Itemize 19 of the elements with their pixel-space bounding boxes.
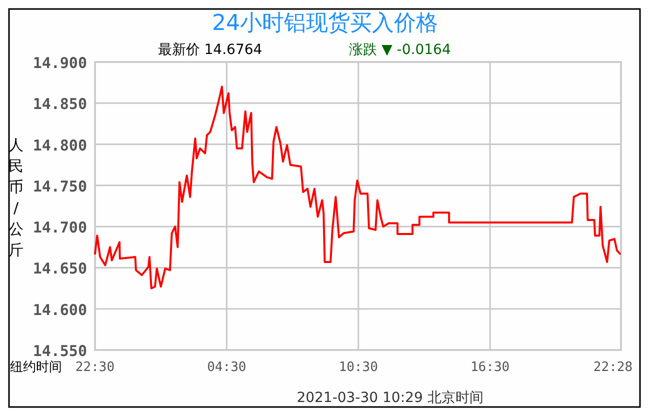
y-tick-label: 14.550 xyxy=(32,342,87,360)
y-tick-label: 14.650 xyxy=(32,260,87,278)
x-tick-label: 04:30 xyxy=(207,360,246,375)
y-tick-label: 14.600 xyxy=(32,300,87,319)
y-tick-label: 14.700 xyxy=(32,218,87,237)
x-tick-label: 10:30 xyxy=(338,360,378,375)
y-tick-label: 14.800 xyxy=(32,136,87,154)
text: 2021-03-30 10:29 北京时间 xyxy=(296,390,484,406)
text: 最新价 14.6764 xyxy=(158,42,262,58)
x-tick-label: 22:30 xyxy=(75,360,115,375)
x-axis-title: 纽约时间 xyxy=(10,360,62,375)
x-tick-label: 22:28 xyxy=(593,360,633,375)
y-tick-label: 14.750 xyxy=(32,177,87,196)
y-axis-title: 人民币/公斤 xyxy=(8,136,24,259)
text: 涨跌 ▼ -0.0164 xyxy=(349,42,451,58)
x-tick-label: 16:30 xyxy=(470,360,510,375)
chart-title: 24小时铝现货买入价格 xyxy=(212,11,438,36)
y-tick-label: 14.850 xyxy=(32,95,87,114)
y-tick-label: 14.900 xyxy=(32,54,87,72)
